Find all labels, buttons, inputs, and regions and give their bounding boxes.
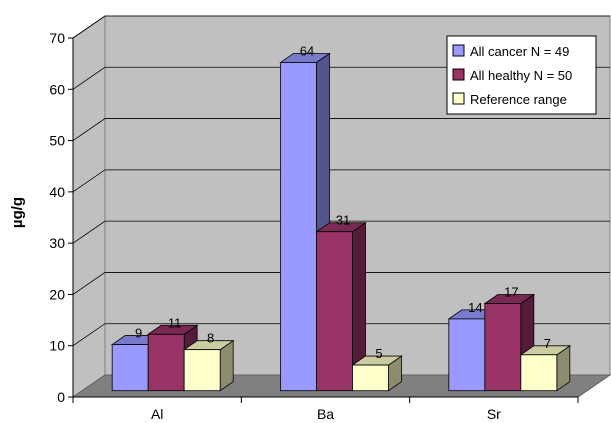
x-tick-label: Al bbox=[151, 406, 163, 422]
y-tick-label: 20 bbox=[49, 286, 65, 302]
y-axis-title: µg/g bbox=[9, 197, 26, 228]
axes: 0 10 20 30 40 50 60 70 Al Ba Sr bbox=[49, 30, 579, 422]
legend-item: All cancer N = 49 bbox=[452, 44, 569, 59]
legend-item: Reference range bbox=[452, 92, 567, 107]
y-tick-label: 30 bbox=[49, 235, 65, 251]
bar bbox=[315, 221, 367, 392]
data-label: 5 bbox=[375, 346, 382, 361]
y-tick-label: 70 bbox=[49, 30, 65, 46]
y-tick-label: 40 bbox=[49, 184, 65, 200]
gridline bbox=[72, 323, 610, 347]
bar-front bbox=[520, 354, 558, 392]
data-label: 8 bbox=[207, 331, 214, 346]
y-tick-label: 0 bbox=[57, 389, 65, 405]
bar-front bbox=[280, 62, 317, 392]
gridline bbox=[72, 66, 610, 90]
side-wall bbox=[72, 15, 106, 398]
y-tick-label: 50 bbox=[49, 133, 65, 149]
bar bbox=[279, 52, 331, 392]
gridline bbox=[72, 15, 610, 39]
data-label: 7 bbox=[544, 336, 551, 351]
legend: All cancer N = 49 All healthy N = 50 Refer… bbox=[446, 35, 597, 115]
bar-front bbox=[448, 318, 486, 392]
gridlines bbox=[72, 15, 610, 347]
legend-label: All healthy N = 50 bbox=[470, 68, 572, 83]
legend-box bbox=[446, 35, 597, 115]
bar-front bbox=[352, 364, 389, 392]
data-label: 17 bbox=[504, 285, 518, 300]
bar-front bbox=[111, 344, 149, 392]
gridline bbox=[72, 272, 610, 295]
bar-front bbox=[183, 349, 221, 392]
y-tick-label: 60 bbox=[49, 81, 65, 97]
bar-front bbox=[484, 303, 522, 392]
data-labels: 9 11 8 64 31 5 14 17 7 bbox=[135, 43, 551, 361]
bars bbox=[110, 52, 572, 392]
legend-swatch bbox=[452, 92, 465, 105]
y-tick-label: 10 bbox=[49, 338, 65, 354]
legend-label: All cancer N = 49 bbox=[470, 44, 569, 59]
gridline bbox=[72, 118, 610, 141]
x-tick-label: Sr bbox=[487, 406, 501, 422]
bar-front bbox=[147, 333, 185, 392]
gridline bbox=[72, 169, 610, 193]
bar bbox=[351, 355, 403, 392]
legend-item: All healthy N = 50 bbox=[452, 68, 572, 83]
data-label: 9 bbox=[135, 326, 142, 341]
data-label: 14 bbox=[468, 300, 482, 315]
data-label: 31 bbox=[336, 213, 350, 228]
bar bbox=[519, 345, 572, 392]
data-label: 11 bbox=[168, 315, 182, 330]
gridline bbox=[72, 220, 610, 244]
legend-label: Reference range bbox=[470, 92, 567, 107]
bar bbox=[182, 339, 235, 392]
legend-swatch bbox=[452, 44, 465, 57]
legend-swatch bbox=[452, 68, 465, 81]
x-tick-label: Ba bbox=[317, 406, 334, 422]
data-label: 64 bbox=[300, 43, 314, 58]
bar-front bbox=[316, 231, 353, 392]
